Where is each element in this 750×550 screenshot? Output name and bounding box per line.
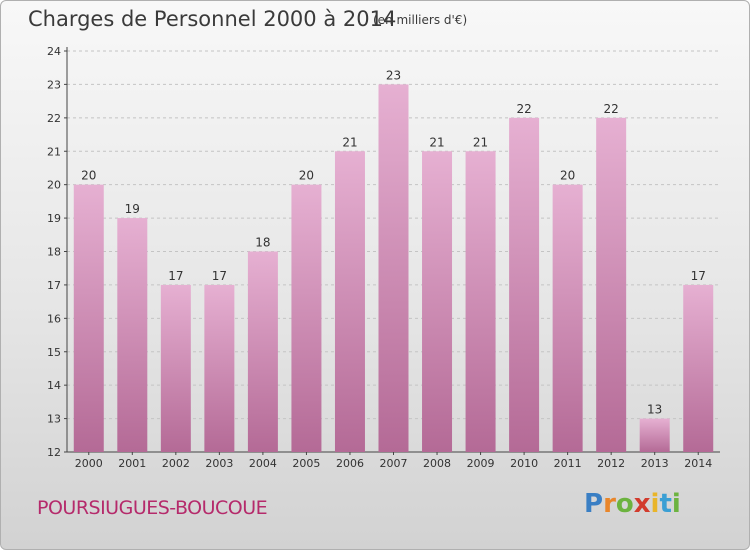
bar — [596, 117, 627, 452]
logo-letter: o — [615, 489, 634, 519]
y-tick-label: 22 — [47, 112, 61, 125]
bar — [73, 184, 104, 452]
y-tick-labels: 12 13 14 15 16 17 18 19 20 21 22 23 24 — [47, 45, 67, 459]
bar — [117, 218, 148, 452]
bar — [465, 151, 496, 452]
proxiti-logo[interactable]: Proxiti — [584, 489, 681, 519]
bar — [552, 184, 583, 452]
y-tick-label: 20 — [47, 179, 61, 192]
data-label: 21 — [342, 135, 357, 149]
bar — [683, 284, 714, 452]
y-tick-label: 14 — [47, 379, 61, 392]
x-tick-label: 2011 — [554, 457, 582, 470]
data-label: 22 — [604, 102, 619, 116]
y-tick-label: 17 — [47, 279, 61, 292]
x-tick-label: 2012 — [597, 457, 625, 470]
bar — [160, 284, 191, 452]
bar — [291, 184, 322, 452]
x-tick-label: 2010 — [510, 457, 538, 470]
chart-subtitle: (en milliers d'€) — [373, 13, 468, 27]
x-tick-label: 2000 — [75, 457, 103, 470]
y-tick-label: 16 — [47, 312, 61, 325]
bar — [247, 251, 278, 452]
logo-letter: x — [633, 489, 651, 519]
commune-name: POURSIUGUES-BOUCOUE — [37, 497, 268, 519]
data-labels: 20 19 17 17 18 20 21 23 21 21 22 20 22 13 17 — [81, 68, 706, 416]
bar — [334, 151, 365, 452]
x-tick-label: 2005 — [292, 457, 320, 470]
y-tick-label: 23 — [47, 78, 61, 91]
bar — [639, 418, 670, 452]
x-tick-label: 2003 — [205, 457, 233, 470]
data-label: 20 — [299, 169, 314, 183]
data-label: 20 — [81, 169, 96, 183]
data-label: 17 — [168, 269, 183, 283]
x-tick-label: 2009 — [467, 457, 495, 470]
data-label: 23 — [386, 68, 401, 82]
y-tick-label: 15 — [47, 346, 61, 359]
x-tick-labels: 2000 2001 2002 2003 2004 2005 2006 2007 2008 2009… — [75, 452, 712, 470]
y-tick-label: 13 — [47, 413, 61, 426]
chart-title: Charges de Personnel 2000 à 2014 — [28, 7, 397, 31]
y-tick-label: 21 — [47, 145, 61, 158]
x-tick-label: 2014 — [684, 457, 712, 470]
data-label: 21 — [473, 135, 488, 149]
x-tick-label: 2001 — [118, 457, 146, 470]
y-tick-label: 18 — [47, 246, 61, 259]
x-tick-label: 2008 — [423, 457, 451, 470]
bar — [378, 84, 409, 453]
data-label: 13 — [647, 403, 662, 417]
data-label: 20 — [560, 169, 575, 183]
bar — [204, 284, 235, 452]
y-tick-label: 12 — [47, 446, 61, 459]
x-tick-label: 2002 — [162, 457, 190, 470]
logo-letter: i — [671, 489, 681, 519]
logo-letter: r — [603, 489, 616, 519]
bars — [73, 84, 714, 453]
x-tick-label: 2006 — [336, 457, 364, 470]
x-tick-label: 2007 — [380, 457, 408, 470]
bar — [509, 117, 540, 452]
y-tick-label: 24 — [47, 45, 61, 58]
data-label: 17 — [691, 269, 706, 283]
bar — [422, 151, 453, 452]
data-label: 19 — [125, 202, 140, 216]
data-label: 17 — [212, 269, 227, 283]
x-tick-label: 2004 — [249, 457, 277, 470]
data-label: 21 — [429, 135, 444, 149]
logo-letter: P — [584, 489, 604, 519]
data-label: 18 — [255, 236, 270, 250]
logo-letter: t — [659, 489, 672, 519]
data-label: 22 — [516, 102, 531, 116]
x-tick-label: 2013 — [641, 457, 669, 470]
y-tick-label: 19 — [47, 212, 61, 225]
logo-letter: i — [650, 489, 660, 519]
